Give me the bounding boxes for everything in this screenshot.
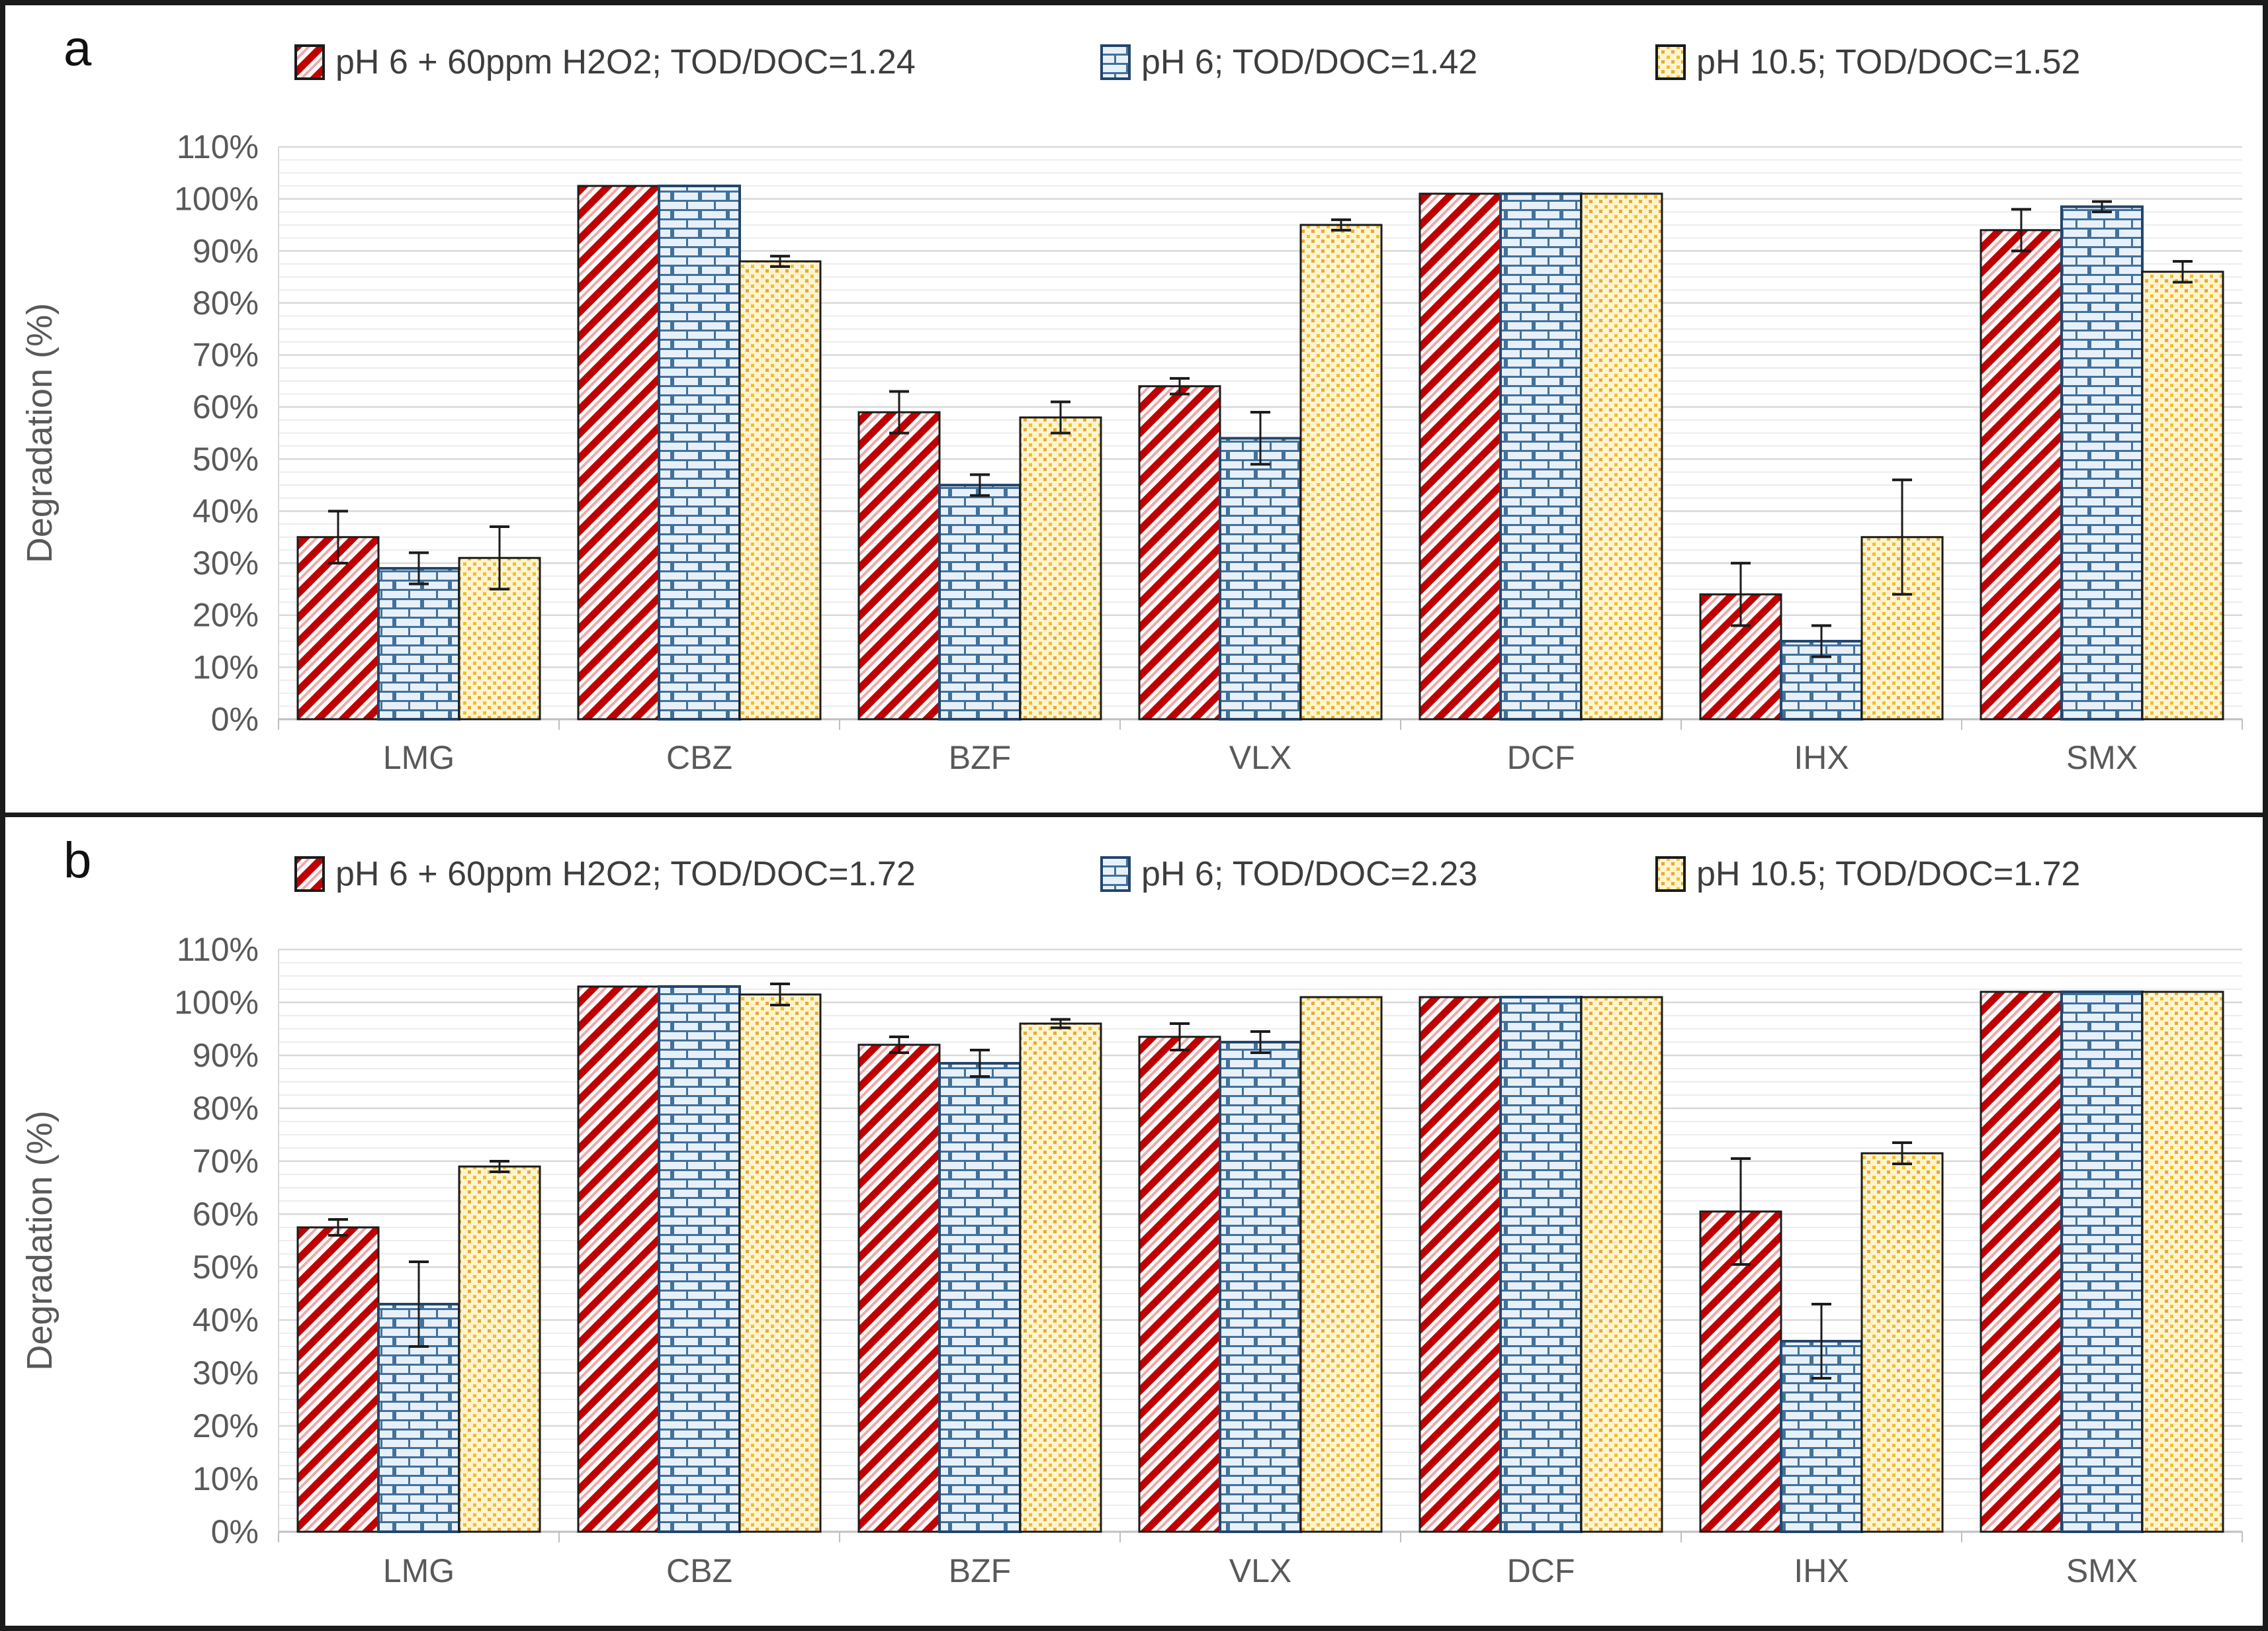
bar-s2-SMX <box>2060 991 2144 1533</box>
category-label-SMX: SMX <box>2066 739 2138 776</box>
panel-divider <box>5 813 2263 817</box>
y-tick-label: 0% <box>211 1513 259 1550</box>
y-tick-label: 70% <box>193 1143 259 1180</box>
y-tick-label: 80% <box>193 1090 259 1127</box>
y-tick-label: 90% <box>193 232 259 269</box>
y-tick-label: 40% <box>193 492 259 529</box>
bar-s1-BZF <box>857 1043 941 1533</box>
panel-a-chart: 0% 10% 20% 30% 40% 50% 60% 70% 80% 90% 100% 110% LMG… <box>20 128 2243 776</box>
y-tick-label: 100% <box>174 181 259 218</box>
y-tick-label: 40% <box>193 1301 259 1339</box>
category-label-IHX: IHX <box>1794 1552 1849 1589</box>
bar-s3-CBZ <box>738 993 822 1533</box>
bar-s2-DCF <box>1499 996 1583 1533</box>
y-axis-title: Degradation (%) <box>20 303 60 563</box>
bar-s1-VLX <box>1138 385 1221 721</box>
y-tick-label: 90% <box>193 1037 259 1074</box>
bar-s1-DCF <box>1418 193 1502 721</box>
y-tick-label: 20% <box>193 597 259 634</box>
category-label-SMX: SMX <box>2066 1552 2138 1589</box>
bar-s3-BZF <box>1019 416 1102 721</box>
bar-s2-VLX <box>1219 1041 1302 1533</box>
category-label-DCF: DCF <box>1507 739 1575 776</box>
bar-s3-DCF <box>1580 996 1663 1533</box>
y-tick-label: 110% <box>177 931 259 968</box>
bar-s1-VLX <box>1138 1036 1221 1533</box>
y-tick-label: 30% <box>193 1354 259 1391</box>
category-label-CBZ: CBZ <box>666 739 732 776</box>
bar-s3-VLX <box>1299 996 1383 1533</box>
category-label-CBZ: CBZ <box>666 1552 732 1589</box>
bar-s1-CBZ <box>577 985 660 1533</box>
y-tick-label: 10% <box>193 1460 259 1497</box>
y-tick-label: 70% <box>193 337 259 374</box>
category-label-IHX: IHX <box>1794 739 1849 776</box>
y-tick-label: 10% <box>193 648 259 685</box>
y-tick-label: 60% <box>193 388 259 425</box>
category-label-VLX: VLX <box>1229 1552 1292 1589</box>
bar-s3-DCF <box>1580 193 1663 721</box>
y-tick-label: 50% <box>193 441 259 478</box>
y-tick-label: 50% <box>193 1249 259 1286</box>
category-label-LMG: LMG <box>383 1552 455 1589</box>
y-tick-label: 60% <box>193 1196 259 1233</box>
category-label-BZF: BZF <box>949 1552 1011 1589</box>
bar-s2-DCF <box>1499 192 1583 721</box>
panel-b-chart: 0% 10% 20% 30% 40% 50% 60% 70% 80% 90% 100% 110% LMG… <box>20 931 2243 1589</box>
y-tick-label: 0% <box>211 701 259 738</box>
bar-s3-VLX <box>1299 224 1383 721</box>
bar-s3-SMX <box>2141 991 2224 1533</box>
panel-b: b 0% 10% 20% 30% 40% 50% 60% 70% 80% 90% 100% 110% L… <box>5 817 2263 1626</box>
category-label-VLX: VLX <box>1229 739 1292 776</box>
y-tick-label: 80% <box>193 285 259 322</box>
bar-s2-BZF <box>938 1062 1022 1533</box>
bar-s3-SMX <box>2141 271 2224 721</box>
bar-s1-LMG <box>296 1226 380 1533</box>
bar-s1-BZF <box>857 411 941 721</box>
panel-a-letter: a <box>64 21 92 77</box>
bar-s3-IHX <box>1860 1152 1944 1533</box>
bar-s2-VLX <box>1219 437 1302 721</box>
category-label-BZF: BZF <box>949 739 1011 776</box>
y-tick-label: 110% <box>177 128 259 165</box>
bar-s1-CBZ <box>577 185 660 721</box>
category-label-LMG: LMG <box>383 739 455 776</box>
bar-s3-LMG <box>458 1165 541 1533</box>
bar-s3-CBZ <box>738 260 822 721</box>
bar-s1-SMX <box>1980 229 2063 721</box>
y-tick-label: 100% <box>174 984 259 1021</box>
panel-b-letter: b <box>64 832 92 889</box>
bar-s2-BZF <box>938 484 1022 721</box>
bar-s2-CBZ <box>658 985 741 1533</box>
bar-s2-LMG <box>377 566 460 721</box>
y-tick-label: 30% <box>193 545 259 582</box>
category-label-DCF: DCF <box>1507 1552 1575 1589</box>
bar-s1-SMX <box>1980 991 2063 1533</box>
bar-s1-LMG <box>296 536 380 721</box>
bar-s3-BZF <box>1019 1022 1102 1533</box>
bar-s2-CBZ <box>658 184 741 721</box>
y-axis-title: Degradation (%) <box>20 1110 60 1370</box>
bar-s1-DCF <box>1418 996 1502 1533</box>
y-tick-label: 20% <box>193 1407 259 1444</box>
bar-s2-SMX <box>2060 205 2144 721</box>
panel-a: a 0% 10% 20% 30% 40% 50% 60% 70% 80% 90% 100% 110% L… <box>5 5 2263 813</box>
